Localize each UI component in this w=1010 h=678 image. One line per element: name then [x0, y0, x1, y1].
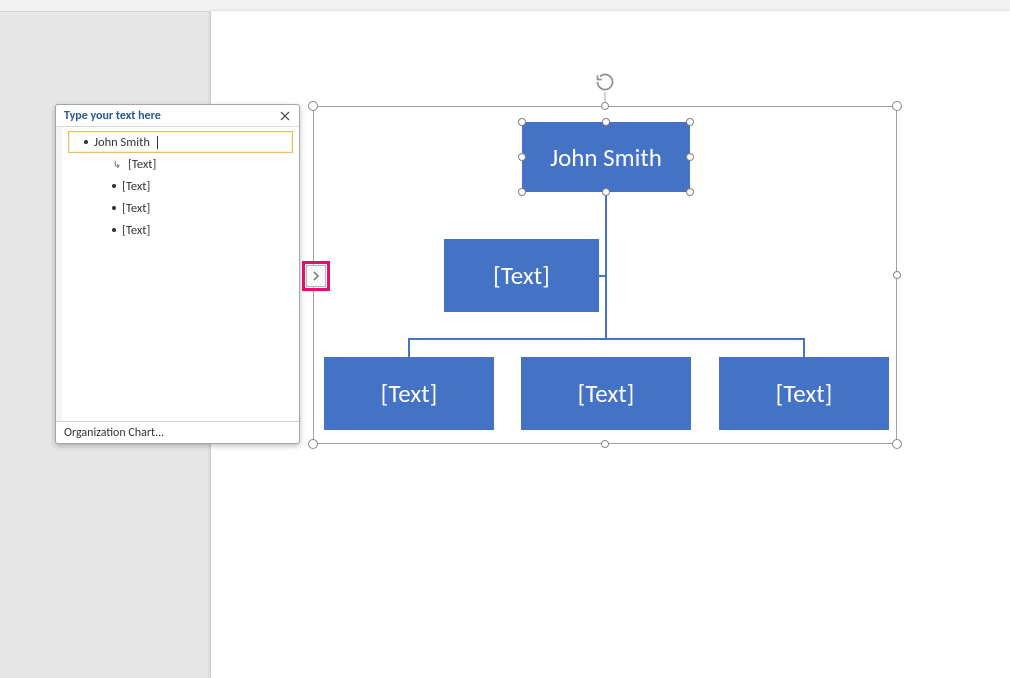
bullet-icon: [112, 206, 116, 210]
node-handle-w[interactable]: [518, 153, 526, 161]
node-handle-sw[interactable]: [518, 188, 526, 196]
orgchart-node-top-label: John Smith: [550, 142, 662, 173]
connector-assistant: [599, 275, 607, 277]
orgchart-node-child-3-label: [Text]: [776, 378, 833, 409]
text-pane-toggle-button[interactable]: [306, 265, 326, 287]
text-pane-footer-label: Organization Chart...: [64, 426, 164, 440]
text-pane-item-3-label: [Text]: [122, 201, 150, 216]
connector-drop-1: [408, 338, 410, 358]
text-pane-footer[interactable]: Organization Chart...: [56, 421, 299, 443]
node-handle-n[interactable]: [602, 118, 610, 126]
connector-vertical-main: [605, 193, 607, 339]
smartart-text-pane[interactable]: Type your text here John Smith ↳ [Text] …: [55, 104, 300, 444]
node-handle-ne[interactable]: [686, 118, 694, 126]
orgchart-node-child-2[interactable]: [Text]: [521, 357, 691, 430]
resize-handle-e[interactable]: [893, 271, 901, 279]
text-pane-title: Type your text here: [64, 109, 161, 123]
text-pane-item-2[interactable]: [Text]: [68, 175, 293, 197]
text-pane-item-3[interactable]: [Text]: [68, 197, 293, 219]
assistant-arrow-icon: ↳: [112, 158, 122, 171]
smartart-container[interactable]: John Smith [Text] [Text] [Text] [Text]: [313, 106, 897, 444]
rotation-handle-icon[interactable]: [595, 72, 615, 92]
node-handle-s[interactable]: [602, 188, 610, 196]
text-pane-item-1-label: [Text]: [128, 157, 156, 172]
text-pane-item-4-label: [Text]: [122, 223, 150, 238]
node-handle-nw[interactable]: [518, 118, 526, 126]
node-handle-se[interactable]: [686, 188, 694, 196]
orgchart-node-assistant[interactable]: [Text]: [444, 239, 599, 312]
orgchart-node-top[interactable]: John Smith: [521, 121, 691, 193]
resize-handle-se[interactable]: [892, 439, 902, 449]
orgchart-node-assistant-label: [Text]: [493, 260, 550, 291]
connector-horizontal: [408, 338, 805, 340]
text-pane-item-0-label: John Smith: [94, 135, 150, 150]
close-icon[interactable]: [277, 108, 293, 124]
node-handle-e[interactable]: [686, 153, 694, 161]
orgchart-node-child-1[interactable]: [Text]: [324, 357, 494, 430]
bullet-icon: [112, 184, 116, 188]
resize-handle-ne[interactable]: [892, 101, 902, 111]
bullet-icon: [84, 140, 88, 144]
text-pane-item-1[interactable]: ↳ [Text]: [68, 153, 293, 175]
text-caret: [157, 136, 158, 149]
text-pane-item-0[interactable]: John Smith: [68, 131, 293, 153]
orgchart-node-child-2-label: [Text]: [578, 378, 635, 409]
text-pane-item-2-label: [Text]: [122, 179, 150, 194]
bullet-icon: [112, 228, 116, 232]
text-pane-item-4[interactable]: [Text]: [68, 219, 293, 241]
highlight-box: [302, 261, 330, 291]
resize-handle-sw[interactable]: [308, 439, 318, 449]
resize-handle-n[interactable]: [601, 102, 609, 110]
resize-handle-s[interactable]: [601, 440, 609, 448]
orgchart-node-child-1-label: [Text]: [381, 378, 438, 409]
orgchart-node-child-3[interactable]: [Text]: [719, 357, 889, 430]
resize-handle-nw[interactable]: [308, 101, 318, 111]
text-pane-header: Type your text here: [56, 105, 299, 127]
text-pane-body[interactable]: John Smith ↳ [Text] [Text] [Text] [Text]: [56, 127, 299, 421]
connector-drop-3: [803, 338, 805, 358]
